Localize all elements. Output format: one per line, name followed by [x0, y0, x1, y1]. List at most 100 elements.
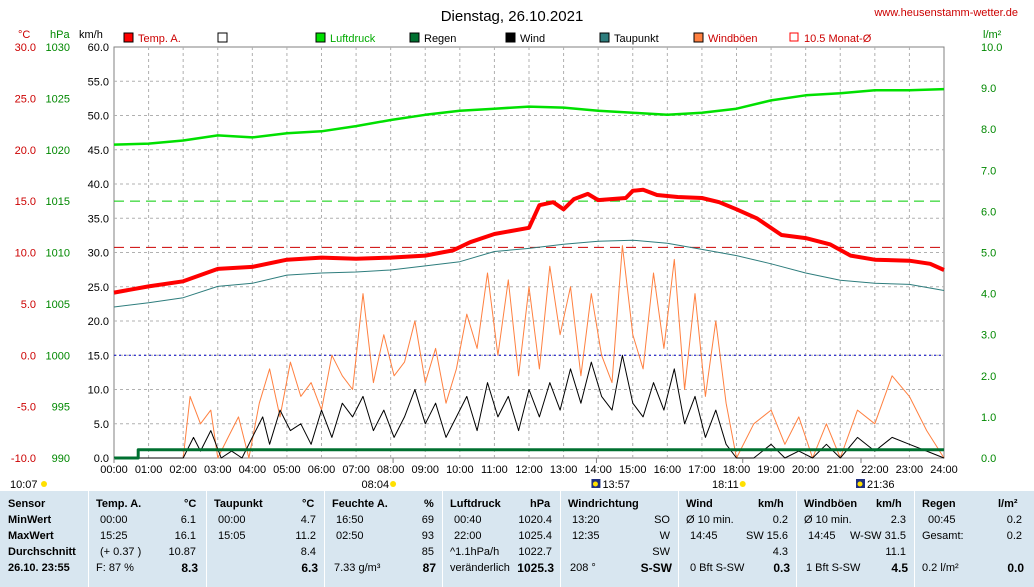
legend-label: Temp. A. — [138, 33, 181, 45]
rain-axis-unit: l/m² — [983, 29, 1002, 41]
x-tick-label: 03:00 — [204, 464, 232, 476]
pressure-tick-label: 995 — [52, 402, 70, 414]
reference-lines — [114, 200, 944, 356]
row-min-press-val: 1020.4 — [518, 514, 552, 526]
row-current-tau-val: 6.3 — [301, 561, 318, 575]
row-current-rain-text: 0.2 l/m² — [922, 562, 959, 574]
x-tick-label: 06:00 — [308, 464, 336, 476]
legend-swatch — [315, 32, 326, 43]
pressure-tick-label: 1030 — [46, 42, 70, 54]
wind-tick-label: 5.0 — [94, 419, 109, 431]
x-tick-label: 07:00 — [342, 464, 370, 476]
rain-tick-label: 2.0 — [981, 371, 996, 383]
series-line — [113, 187, 945, 295]
header-wind: Wind — [686, 498, 713, 510]
row-max-label: MaxWert — [8, 530, 54, 542]
row-max-gust-text: 14:45 — [808, 530, 836, 542]
row-max-tau-time: 15:05 — [218, 530, 246, 542]
temp-tick-label: 20.0 — [15, 145, 36, 157]
header-sensor: Sensor — [8, 498, 46, 510]
rain-tick-label: 9.0 — [981, 83, 996, 95]
header-rain-unit: l/m² — [998, 498, 1018, 510]
pressure-tick-label: 1010 — [46, 248, 70, 260]
row-max-dir-val: W — [659, 530, 670, 542]
wind-tick-label: 35.0 — [88, 213, 109, 225]
legend-swatch — [217, 32, 228, 43]
row-max-wind-text: 14:45 — [690, 530, 718, 542]
statistics-table: Sensor Temp. A. °C Taupunkt °C Feuchte A… — [0, 491, 1034, 587]
row-min-tau-val: 4.7 — [300, 514, 316, 526]
header-wind-direction: Windrichtung — [568, 498, 639, 510]
marker-label: 10:07 — [10, 479, 38, 491]
series-line — [113, 87, 945, 146]
rain-tick-label: 8.0 — [981, 124, 996, 136]
row-min-hum-time: 16:50 — [336, 514, 364, 526]
temp-tick-label: -5.0 — [17, 402, 36, 414]
legend-swatch — [123, 32, 134, 43]
rain-tick-label: 3.0 — [981, 330, 996, 342]
row-min-gust-val: 2.3 — [890, 514, 906, 526]
x-tick-label: 23:00 — [896, 464, 924, 476]
legend-swatch — [505, 32, 516, 43]
row-current-dir-val: S-SW — [640, 561, 672, 575]
rain-tick-label: 7.0 — [981, 165, 996, 177]
sun-marker-icon — [739, 481, 746, 487]
x-axis-labels: 00:00 01:00 02:00 03:00 04:00 05:00 06:00 07:00… — [100, 464, 958, 476]
wind-tick-label: 25.0 — [88, 282, 109, 294]
marker-label: 21:36 — [867, 479, 895, 491]
row-max-gust-dir: W-SW — [850, 530, 882, 542]
header-pressure: Luftdruck — [450, 498, 501, 510]
row-min-dir-val: SO — [654, 514, 670, 526]
x-tick-label: 22:00 — [861, 464, 889, 476]
x-tick-label: 21:00 — [826, 464, 854, 476]
header-rain: Regen — [922, 498, 956, 510]
moon-marker-dot — [857, 481, 863, 487]
legend-swatch — [693, 32, 704, 43]
wind-tick-label: 15.0 — [88, 350, 109, 362]
row-current-label: 26.10. 23:55 — [8, 562, 70, 574]
marker-label: 18:11 — [712, 479, 739, 491]
row-max-temp-val: 16.1 — [174, 530, 196, 542]
row-max-rain-val: 0.2 — [1006, 530, 1022, 542]
row-current-rain-val: 0.0 — [1007, 561, 1024, 575]
row-min-wind-text: Ø 10 min. — [686, 514, 734, 526]
rain-tick-label: 1.0 — [981, 412, 996, 424]
x-tick-label: 15:00 — [619, 464, 647, 476]
x-tick-label: 10:00 — [446, 464, 474, 476]
row-avg-press-val: 1022.7 — [518, 546, 552, 558]
row-min-label: MinWert — [8, 514, 52, 526]
watermark-url[interactable]: www.heusenstamm-wetter.de — [873, 7, 1018, 19]
x-tick-label: 19:00 — [757, 464, 785, 476]
sun-marker-icon — [390, 481, 397, 487]
row-avg-tau-val: 8.4 — [300, 546, 316, 558]
row-min-rain-text: 00:45 — [928, 514, 956, 526]
header-humidity-unit: % — [424, 498, 434, 510]
x-tick-label: 13:00 — [550, 464, 578, 476]
temp-tick-label: 30.0 — [15, 42, 36, 54]
row-current-wind-val: 0.3 — [773, 561, 790, 575]
x-tick-label: 11:00 — [481, 464, 508, 476]
rain-tick-label: 10.0 — [981, 42, 1002, 54]
header-gust: Windböen — [804, 498, 858, 510]
row-max-press-val: 1025.4 — [518, 530, 552, 542]
header-dewpoint: Taupunkt — [214, 498, 263, 510]
row-min-temp-val: 6.1 — [180, 514, 196, 526]
rain-tick-label: 5.0 — [981, 248, 996, 260]
temp-axis-unit: °C — [18, 29, 30, 41]
row-max-hum-time: 02:50 — [336, 530, 364, 542]
row-min-hum-val: 69 — [421, 514, 434, 526]
row-max-wind-dir: SW — [746, 530, 764, 542]
series-line — [114, 245, 945, 459]
temp-tick-label: 15.0 — [15, 196, 36, 208]
rain-tick-label: 4.0 — [981, 289, 996, 301]
row-max-wind-val: 15.6 — [766, 530, 788, 542]
bottom-markers: 10:07 08:04 13:57 18:11 21:36 — [10, 458, 895, 491]
row-avg-hum-val: 85 — [421, 546, 434, 558]
legend-swatch — [789, 32, 799, 42]
row-avg-temp-val: 10.87 — [168, 546, 196, 558]
row-min-dir-time: 13:20 — [572, 514, 600, 526]
x-tick-label: 20:00 — [792, 464, 820, 476]
pressure-tick-label: 1015 — [46, 196, 70, 208]
legend-label: Windböen — [708, 33, 758, 45]
header-temp: Temp. A. — [96, 498, 142, 510]
